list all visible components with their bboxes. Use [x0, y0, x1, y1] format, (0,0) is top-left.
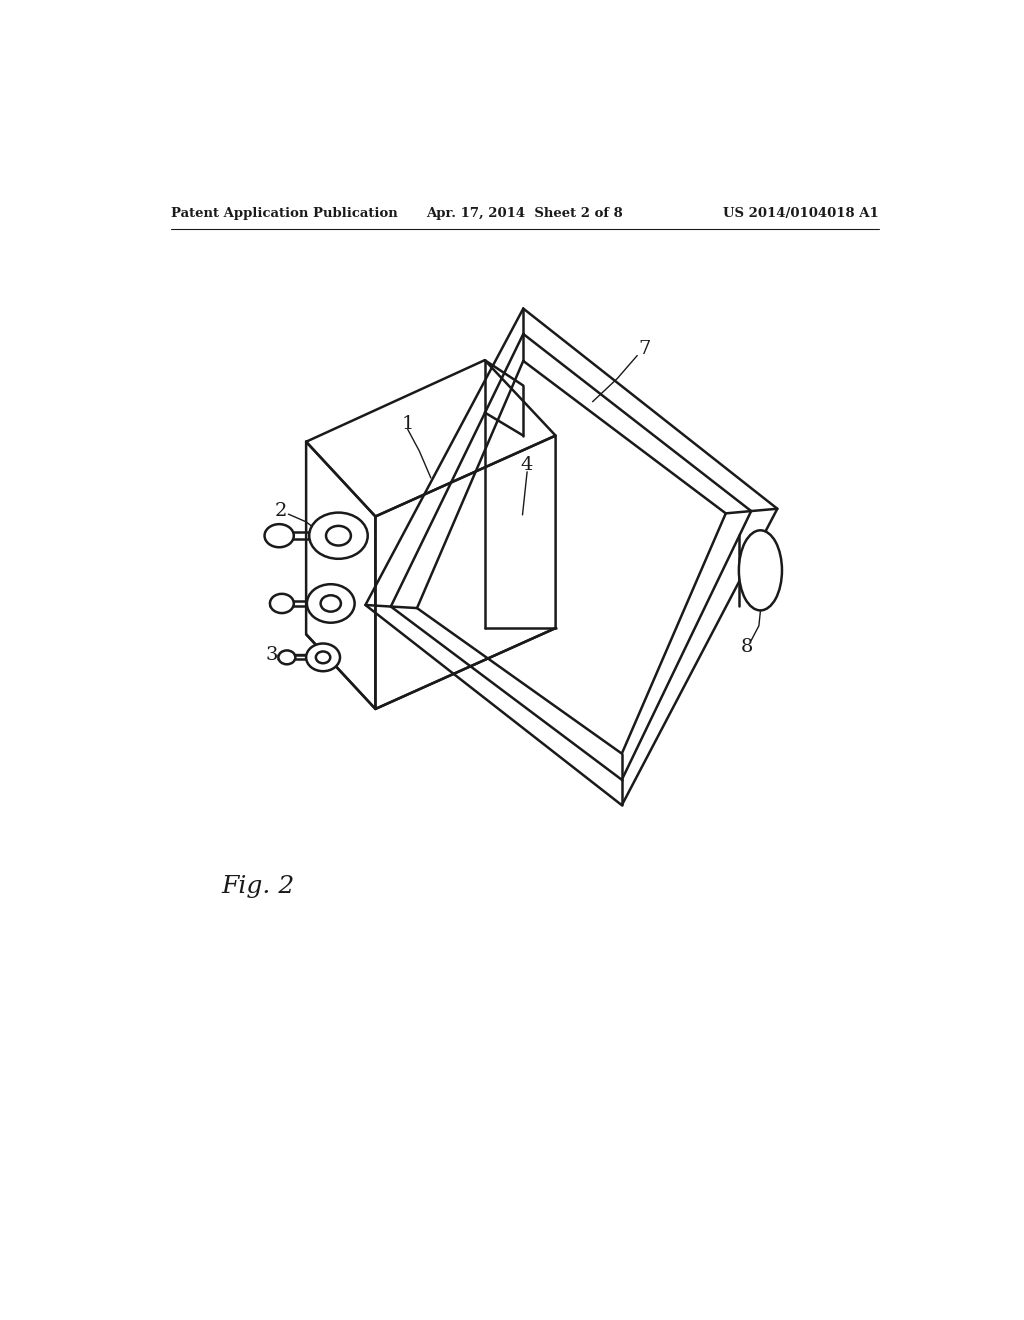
Ellipse shape: [739, 531, 782, 610]
Text: 1: 1: [401, 414, 414, 433]
Ellipse shape: [315, 652, 331, 663]
Text: US 2014/0104018 A1: US 2014/0104018 A1: [723, 207, 879, 220]
Text: Apr. 17, 2014  Sheet 2 of 8: Apr. 17, 2014 Sheet 2 of 8: [426, 207, 624, 220]
Text: Fig. 2: Fig. 2: [221, 875, 294, 898]
Ellipse shape: [279, 651, 295, 664]
Ellipse shape: [309, 512, 368, 558]
Ellipse shape: [307, 585, 354, 623]
Ellipse shape: [306, 644, 340, 671]
Text: 3: 3: [265, 645, 278, 664]
Ellipse shape: [270, 594, 294, 612]
Text: 8: 8: [740, 638, 753, 656]
Text: Patent Application Publication: Patent Application Publication: [171, 207, 397, 220]
Ellipse shape: [326, 525, 351, 545]
Ellipse shape: [321, 595, 341, 611]
Text: 7: 7: [639, 341, 651, 358]
Ellipse shape: [264, 524, 294, 548]
Text: 4: 4: [521, 455, 534, 474]
Text: 2: 2: [274, 502, 287, 520]
